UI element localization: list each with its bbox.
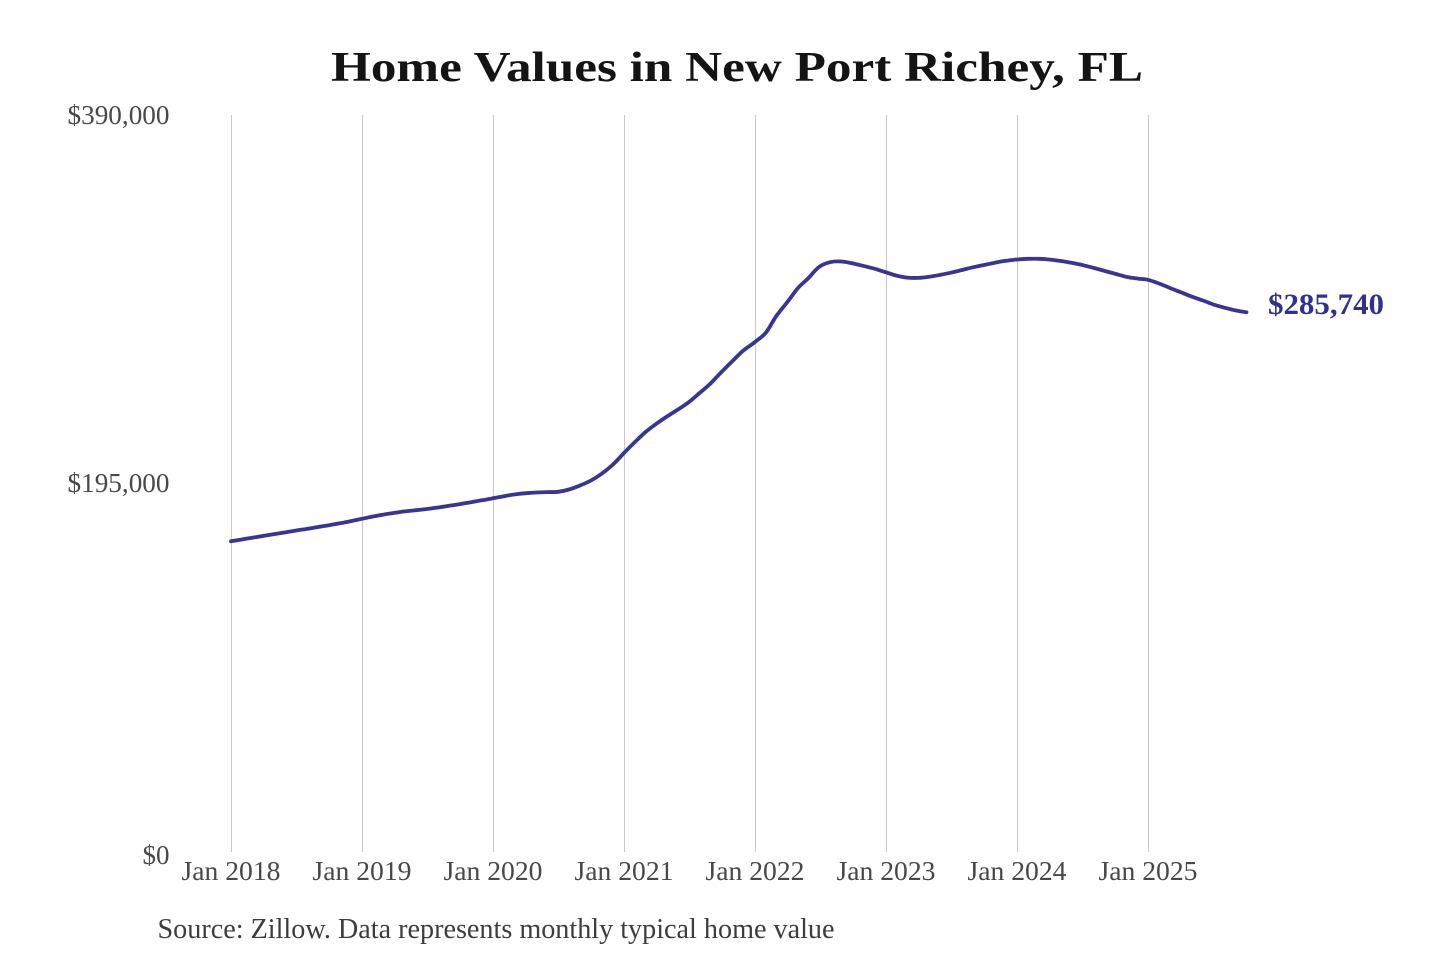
svg-text:Home Values in New Port Richey: Home Values in New Port Richey, FL [331, 45, 1143, 91]
svg-text:Jan 2018: Jan 2018 [182, 856, 281, 886]
svg-text:$390,000: $390,000 [68, 100, 170, 130]
svg-text:Jan 2021: Jan 2021 [575, 856, 674, 886]
svg-text:Source: Zillow. Data represent: Source: Zillow. Data represents monthly … [158, 914, 835, 945]
svg-text:Jan 2019: Jan 2019 [313, 856, 412, 886]
svg-text:Jan 2020: Jan 2020 [444, 856, 543, 886]
svg-text:Jan 2025: Jan 2025 [1099, 856, 1198, 886]
svg-text:$285,740: $285,740 [1268, 288, 1384, 321]
svg-text:$195,000: $195,000 [68, 468, 170, 498]
svg-text:Jan 2024: Jan 2024 [968, 856, 1068, 886]
svg-text:Jan 2023: Jan 2023 [837, 856, 936, 886]
svg-text:$0: $0 [143, 840, 170, 870]
svg-text:Jan 2022: Jan 2022 [706, 856, 805, 886]
